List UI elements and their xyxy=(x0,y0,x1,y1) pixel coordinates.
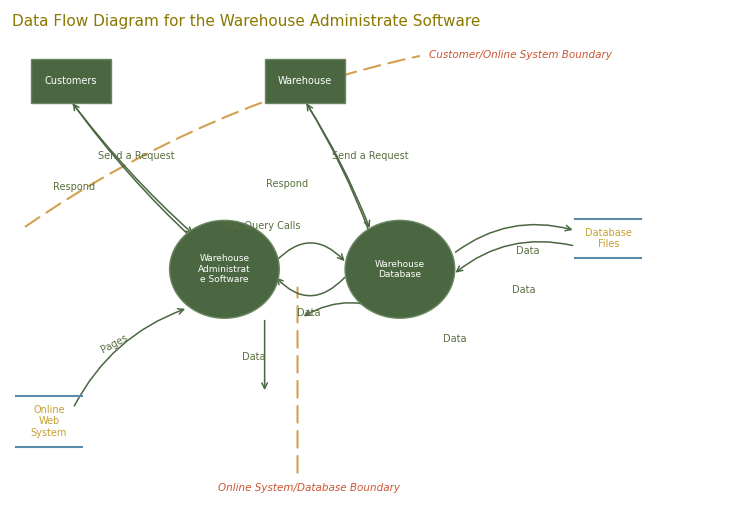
Text: Pages: Pages xyxy=(100,333,130,355)
FancyBboxPatch shape xyxy=(31,60,111,103)
Text: Data: Data xyxy=(242,352,266,362)
Text: Warehouse
Administrat
e Software: Warehouse Administrat e Software xyxy=(198,254,251,284)
Text: Data: Data xyxy=(516,246,539,256)
Text: Respond: Respond xyxy=(54,182,95,192)
Text: Online System/Database Boundary: Online System/Database Boundary xyxy=(217,483,399,493)
Text: Send a Request: Send a Request xyxy=(98,151,175,161)
FancyBboxPatch shape xyxy=(265,60,345,103)
Text: Online
Web
System: Online Web System xyxy=(31,405,67,438)
Ellipse shape xyxy=(170,220,279,318)
Text: SQL Query Calls: SQL Query Calls xyxy=(222,221,300,231)
Text: Customer/Online System Boundary: Customer/Online System Boundary xyxy=(429,50,612,61)
Text: Data: Data xyxy=(512,285,536,295)
Text: Send a Request: Send a Request xyxy=(333,151,409,161)
Text: Respond: Respond xyxy=(266,179,308,189)
Ellipse shape xyxy=(345,220,455,318)
Text: Warehouse
Database: Warehouse Database xyxy=(375,260,425,279)
Text: Data: Data xyxy=(443,334,467,344)
Text: Customers: Customers xyxy=(45,76,97,87)
Text: Database
Files: Database Files xyxy=(585,227,632,249)
Text: Warehouse: Warehouse xyxy=(277,76,332,87)
Text: Data Flow Diagram for the Warehouse Administrate Software: Data Flow Diagram for the Warehouse Admi… xyxy=(12,15,481,30)
Text: Data: Data xyxy=(297,308,320,318)
